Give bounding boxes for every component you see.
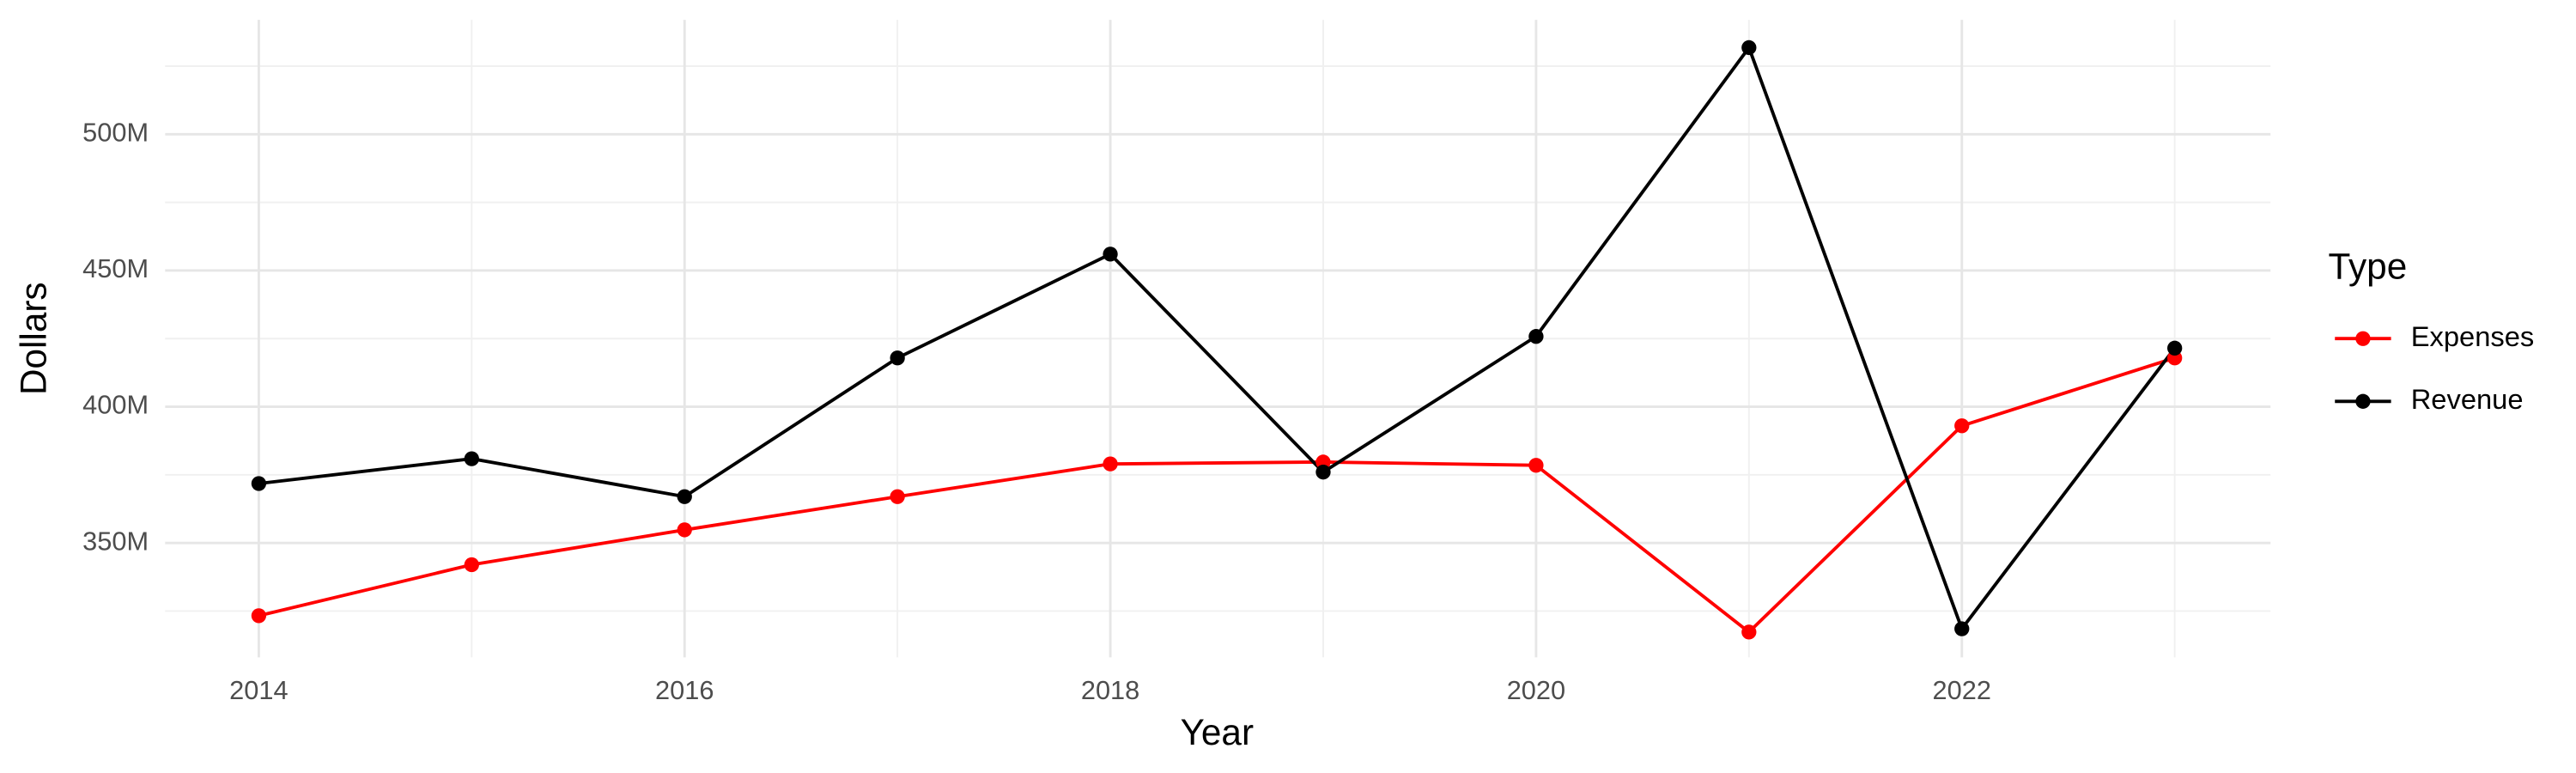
data-point xyxy=(1954,621,1970,636)
data-point xyxy=(1741,624,1757,640)
data-point xyxy=(677,522,692,538)
legend-swatch-point xyxy=(2355,331,2371,346)
legend-swatch-point xyxy=(2355,393,2371,409)
legend-label: Revenue xyxy=(2411,383,2524,415)
data-point xyxy=(1954,418,1970,434)
data-point xyxy=(1103,247,1118,262)
x-tick-label: 2020 xyxy=(1507,675,1565,705)
x-axis-title: Year xyxy=(1181,712,1254,752)
y-tick-label: 350M xyxy=(82,526,149,556)
y-axis-title: Dollars xyxy=(13,282,53,395)
data-point xyxy=(1528,458,1544,473)
legend-title: Type xyxy=(2329,247,2408,287)
series-line xyxy=(258,356,2176,635)
legend-entry: Expenses xyxy=(2335,320,2534,352)
legend-label: Expenses xyxy=(2411,320,2535,352)
x-tick-label: 2014 xyxy=(229,675,288,705)
data-point xyxy=(251,476,267,491)
x-tick-label: 2016 xyxy=(655,675,714,705)
data-point xyxy=(464,557,479,573)
data-point xyxy=(1528,329,1544,344)
x-tick-label: 2022 xyxy=(1933,675,1991,705)
data-point xyxy=(1741,40,1757,56)
data-point xyxy=(677,489,692,504)
data-point xyxy=(1315,465,1331,480)
data-point xyxy=(890,350,905,366)
data-point xyxy=(1103,456,1118,472)
data-point xyxy=(251,608,267,624)
y-tick-label: 400M xyxy=(82,390,149,420)
series-line xyxy=(258,44,2177,633)
data-point xyxy=(2167,340,2183,356)
x-tick-label: 2018 xyxy=(1081,675,1139,705)
y-tick-label: 500M xyxy=(82,117,149,147)
y-tick-label: 450M xyxy=(82,253,149,283)
data-point xyxy=(890,489,905,504)
legend-entry: Revenue xyxy=(2335,383,2524,415)
data-point xyxy=(464,451,479,466)
